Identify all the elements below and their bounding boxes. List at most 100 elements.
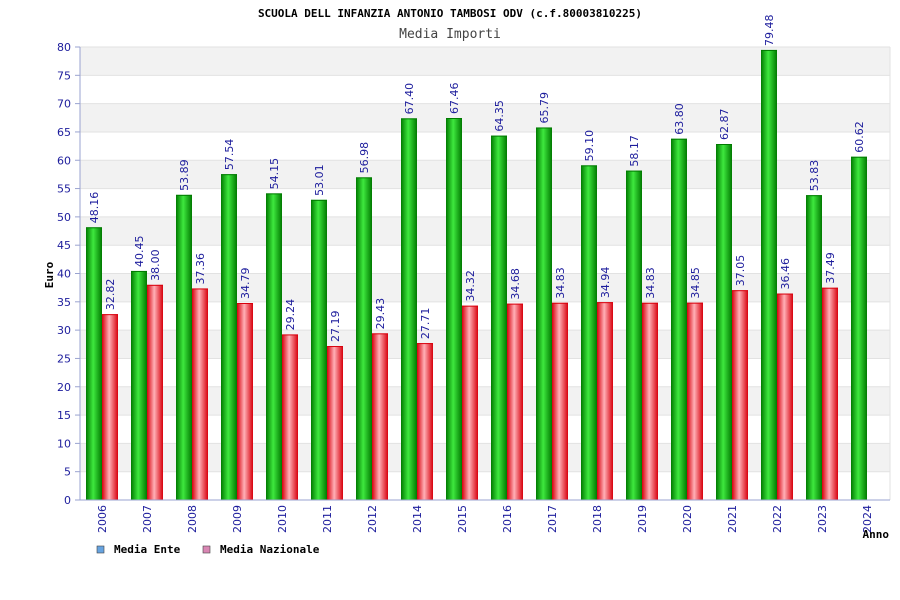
x-tick-label: 2019 bbox=[636, 505, 649, 533]
bar-media-ente bbox=[536, 127, 552, 501]
bar-value-label: 34.83 bbox=[644, 267, 657, 299]
grid-band bbox=[80, 273, 890, 302]
grid-bands bbox=[80, 47, 890, 472]
bar-value-label: 65.79 bbox=[538, 92, 551, 124]
x-tick-label: 2007 bbox=[141, 505, 154, 533]
bar-value-label: 37.49 bbox=[824, 252, 837, 284]
bar-media-nazionale bbox=[327, 346, 343, 500]
y-tick-label: 45 bbox=[57, 239, 71, 252]
bar-media-nazionale bbox=[687, 302, 703, 500]
bar-media-ente bbox=[626, 170, 642, 501]
x-tick-label: 2012 bbox=[366, 505, 379, 533]
bar-value-label: 34.32 bbox=[464, 270, 477, 302]
y-tick-label: 30 bbox=[57, 324, 71, 337]
bar-media-ente bbox=[86, 227, 102, 500]
x-tick-label: 2024 bbox=[861, 505, 874, 533]
bar-value-label: 56.98 bbox=[358, 142, 371, 174]
x-tick-label: 2009 bbox=[231, 505, 244, 533]
bar-media-nazionale bbox=[822, 287, 838, 500]
bar-media-nazionale bbox=[507, 303, 523, 500]
x-tick-label: 2017 bbox=[546, 505, 559, 533]
bar-media-nazionale bbox=[282, 334, 298, 500]
bar-media-nazionale bbox=[642, 302, 658, 500]
bar-value-label: 54.15 bbox=[268, 158, 281, 190]
bar-value-label: 63.80 bbox=[673, 103, 686, 135]
bar-media-ente bbox=[671, 138, 687, 501]
bar-value-label: 53.83 bbox=[808, 160, 821, 192]
x-tick-label: 2021 bbox=[726, 505, 739, 533]
bar-media-nazionale bbox=[552, 302, 568, 500]
grid-band bbox=[80, 103, 890, 132]
grid-band bbox=[80, 386, 890, 416]
bar-media-ente bbox=[716, 143, 732, 500]
y-tick-label: 0 bbox=[64, 494, 71, 507]
chart-subtitle: Media Importi bbox=[399, 27, 501, 42]
y-tick-label: 75 bbox=[57, 69, 71, 82]
bar-value-label: 62.87 bbox=[718, 108, 731, 140]
bar-value-label: 34.85 bbox=[689, 267, 702, 299]
bar-media-nazionale bbox=[102, 314, 118, 500]
bar-value-label: 53.89 bbox=[178, 159, 191, 191]
bar-media-ente bbox=[851, 156, 867, 500]
bar-media-ente bbox=[221, 174, 237, 500]
x-tick-label: 2008 bbox=[186, 505, 199, 533]
bar-value-label: 34.68 bbox=[509, 268, 522, 300]
legend: Media Ente Media Nazionale bbox=[96, 543, 320, 556]
y-tick-label: 35 bbox=[57, 296, 71, 309]
bar-value-label: 37.05 bbox=[734, 255, 747, 287]
y-axis-label: Euro bbox=[43, 261, 56, 288]
chart-title: SCUOLA DELL INFANZIA ANTONIO TAMBOSI ODV… bbox=[258, 7, 642, 20]
bar-value-label: 57.54 bbox=[223, 139, 236, 171]
y-tick-label: 15 bbox=[57, 409, 71, 422]
y-tick-label: 80 bbox=[57, 41, 71, 54]
bar-media-ente bbox=[401, 118, 417, 500]
legend-label-media-ente: Media Ente bbox=[114, 543, 181, 556]
bar-value-label: 60.62 bbox=[853, 121, 866, 153]
x-axis-label: Anno bbox=[863, 528, 890, 541]
bar-value-label: 67.40 bbox=[403, 83, 416, 115]
bar-media-nazionale bbox=[417, 343, 433, 500]
bar-media-nazionale bbox=[372, 333, 388, 500]
x-tick-label: 2010 bbox=[276, 505, 289, 533]
bar-media-ente bbox=[581, 165, 597, 500]
y-ticks: 0 5 10 15 20 25 30 35 40 45 50 55 60 65 70 75 80 bbox=[57, 41, 891, 507]
bar-media-ente bbox=[761, 49, 777, 501]
bar-value-label: 64.35 bbox=[493, 100, 506, 132]
grid-band bbox=[80, 216, 890, 246]
grid-band bbox=[80, 160, 890, 189]
y-tick-label: 50 bbox=[57, 211, 71, 224]
bar-media-ente bbox=[176, 194, 192, 500]
bar-value-label: 53.01 bbox=[313, 164, 326, 196]
x-tick-label: 2023 bbox=[816, 505, 829, 533]
bar-media-ente bbox=[131, 270, 147, 500]
x-tick-label: 2014 bbox=[411, 505, 424, 533]
bar-value-label: 37.36 bbox=[194, 253, 207, 285]
y-tick-label: 25 bbox=[57, 352, 71, 365]
bar-value-label: 67.46 bbox=[448, 83, 461, 115]
y-tick-label: 65 bbox=[57, 126, 71, 139]
bar-value-label: 29.43 bbox=[374, 298, 387, 330]
bar-value-label: 59.10 bbox=[583, 130, 596, 162]
bar-value-label: 38.00 bbox=[149, 249, 162, 281]
bar-value-label: 34.79 bbox=[239, 268, 252, 300]
bar-labels: 48.16 32.82 40.45 38.00 53.89 37.36 57.54 34.79… bbox=[88, 14, 866, 342]
grid-band bbox=[80, 47, 890, 76]
bar-value-label: 29.24 bbox=[284, 299, 297, 331]
x-tick-label: 2011 bbox=[321, 505, 334, 533]
x-tick-label: 2022 bbox=[771, 505, 784, 533]
y-tick-label: 60 bbox=[57, 154, 71, 167]
x-tick-label: 2015 bbox=[456, 505, 469, 533]
bar-value-label: 32.82 bbox=[104, 279, 117, 311]
x-ticks: 2006 2007 2008 2009 2010 2011 2012 2014 2015 2016… bbox=[96, 505, 874, 533]
bar-value-label: 79.48 bbox=[763, 14, 776, 46]
bar-value-label: 34.83 bbox=[554, 267, 567, 299]
bar-value-label: 40.45 bbox=[133, 235, 146, 267]
grid-band bbox=[80, 330, 890, 359]
x-tick-label: 2020 bbox=[681, 505, 694, 533]
x-tick-label: 2016 bbox=[501, 505, 514, 533]
y-tick-label: 40 bbox=[57, 268, 71, 281]
bar-media-nazionale bbox=[192, 288, 208, 500]
y-tick-label: 70 bbox=[57, 98, 71, 111]
bar-value-label: 48.16 bbox=[88, 192, 101, 224]
